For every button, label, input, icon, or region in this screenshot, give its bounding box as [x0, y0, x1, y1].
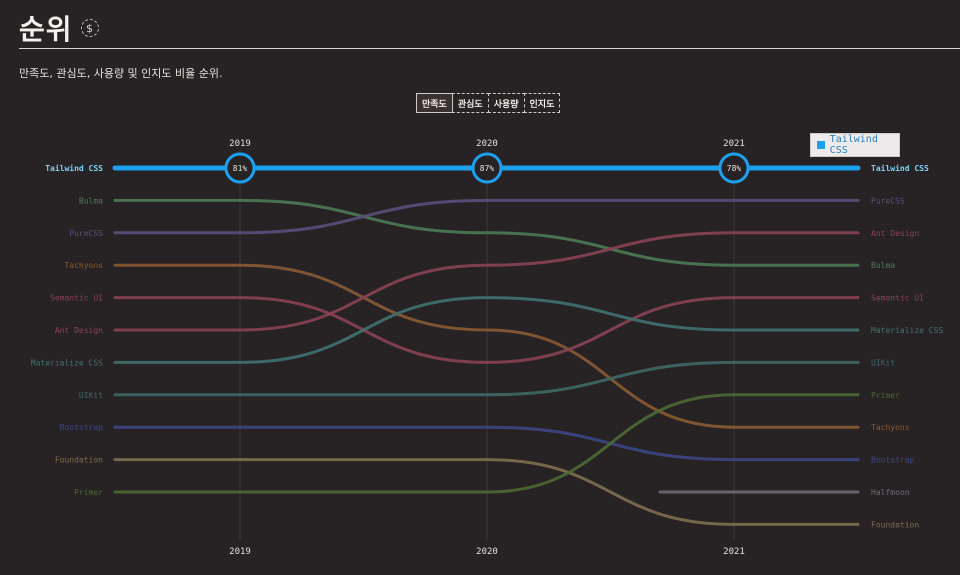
- series-label-right: Bulma: [871, 261, 895, 270]
- series-label-left: Bulma: [79, 196, 103, 205]
- rank-marker: [718, 152, 750, 184]
- rank-percent-label: 81%: [233, 164, 248, 173]
- rank-percent-label: 78%: [727, 164, 742, 173]
- legend-label: Tailwind CSS: [829, 134, 878, 156]
- series-label-right: Materialize CSS: [871, 326, 943, 335]
- series-label-left: Materialize CSS: [31, 358, 103, 367]
- year-label-top: 2021: [723, 139, 745, 149]
- year-label-top: 2020: [476, 139, 498, 149]
- series-line-tachyons: [113, 263, 860, 429]
- series-label-right: Halfmoon: [871, 488, 910, 497]
- series-label-left: Tailwind CSS: [45, 163, 103, 173]
- tab-awareness[interactable]: 인지도: [523, 93, 561, 113]
- series-label-right: Semantic UI: [871, 294, 924, 303]
- series-label-right: Ant Design: [871, 229, 919, 238]
- series-line-ant-design: [113, 231, 860, 332]
- series-line-uikit: [113, 360, 860, 397]
- series-label-left: Semantic UI: [50, 294, 103, 303]
- rank-percent-label: 87%: [480, 164, 495, 173]
- series-label-left: PureCSS: [69, 229, 103, 238]
- divider: [19, 48, 960, 49]
- series-label-right: Bootstrap: [871, 456, 915, 465]
- series-label-left: UIKit: [79, 391, 103, 400]
- series-label-left: Bootstrap: [60, 423, 104, 432]
- rank-marker: [224, 152, 256, 184]
- series-label-left: Ant Design: [55, 326, 103, 335]
- series-label-right: Foundation: [871, 520, 919, 529]
- subtitle: 만족도, 관심도, 사용량 및 인지도 비율 순위.: [19, 67, 223, 80]
- series-line-semantic-ui: [113, 296, 860, 364]
- series-line-bootstrap: [113, 425, 860, 462]
- series-label-left: Primer: [74, 488, 103, 497]
- year-label-bottom: 2020: [476, 547, 498, 557]
- series-label-left: Tachyons: [64, 261, 103, 270]
- metric-tabs: 만족도 관심도 사용량 인지도: [416, 93, 561, 113]
- series-label-right: PureCSS: [871, 196, 905, 205]
- series-label-left: Foundation: [55, 456, 103, 465]
- page-title: 순위: [19, 13, 73, 46]
- year-label-top: 2019: [229, 139, 251, 149]
- series-label-right: Tailwind CSS: [871, 163, 929, 173]
- series-label-right: UIKit: [871, 358, 895, 367]
- series-line-materialize-css: [113, 296, 860, 364]
- year-label-bottom: 2019: [229, 547, 251, 557]
- year-label-bottom: 2021: [723, 547, 745, 557]
- header: 순위 $: [19, 8, 99, 48]
- series-line-primer: [113, 393, 860, 494]
- legend-swatch: [817, 141, 825, 149]
- legend-tooltip: Tailwind CSS: [810, 133, 900, 157]
- series-line-foundation: [113, 458, 860, 526]
- series-line-purecss: [113, 198, 860, 235]
- series-line-bulma: [113, 198, 860, 267]
- dollar-icon[interactable]: $: [80, 19, 99, 37]
- series-label-right: Tachyons: [871, 423, 910, 432]
- series-label-right: Primer: [871, 391, 900, 400]
- rank-marker: [471, 152, 503, 184]
